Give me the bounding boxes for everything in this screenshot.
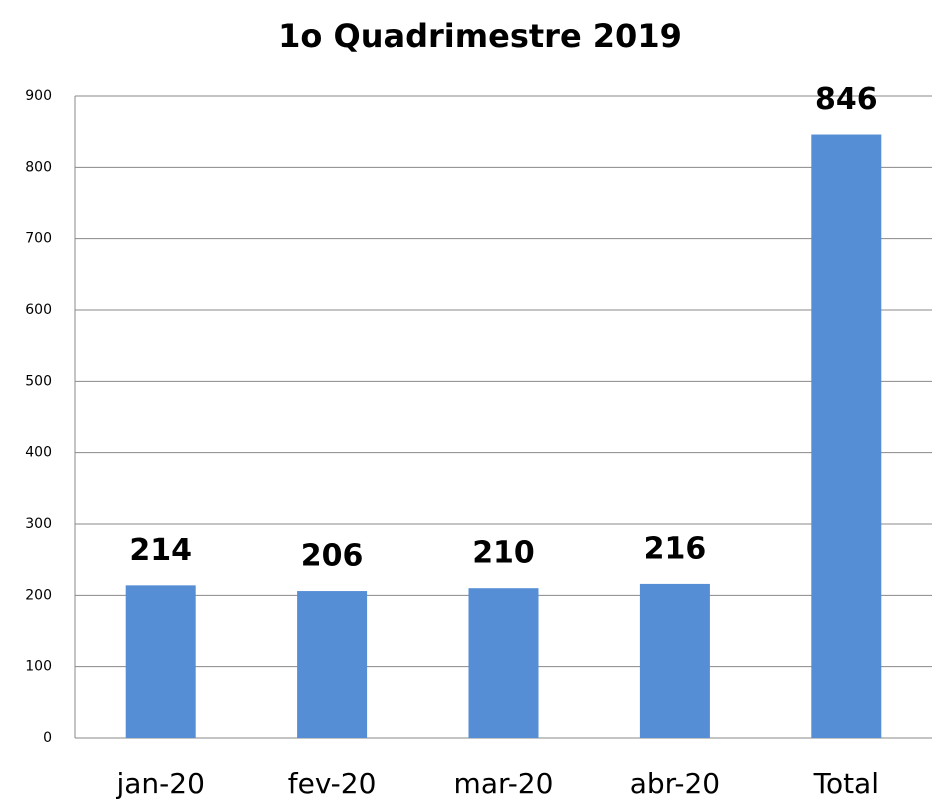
x-tick-label: fev-20	[288, 767, 377, 800]
y-tick-label: 200	[25, 587, 52, 603]
data-label: 214	[129, 533, 192, 568]
y-tick-label: 800	[25, 159, 52, 175]
y-tick-label: 300	[25, 516, 52, 532]
data-label: 210	[472, 536, 535, 571]
data-label: 216	[644, 531, 707, 566]
data-label: 206	[301, 539, 364, 574]
y-tick-label: 0	[43, 730, 52, 746]
x-tick-label: abr-20	[630, 767, 720, 800]
bar	[811, 134, 882, 738]
x-tick-label: Total	[813, 767, 879, 800]
x-tick-label: jan-20	[115, 767, 204, 800]
chart-title: 1o Quadrimestre 2019	[278, 17, 682, 55]
bar	[297, 591, 368, 738]
y-tick-label: 100	[25, 659, 52, 675]
data-label: 846	[815, 82, 878, 117]
bar	[125, 585, 196, 738]
bar	[468, 588, 539, 738]
y-tick-label: 900	[25, 88, 52, 104]
y-tick-label: 700	[25, 231, 52, 247]
y-tick-label: 400	[25, 445, 52, 461]
x-tick-label: mar-20	[454, 767, 554, 800]
bar	[639, 583, 710, 738]
y-tick-label: 600	[25, 302, 52, 318]
y-tick-label: 500	[25, 373, 52, 389]
